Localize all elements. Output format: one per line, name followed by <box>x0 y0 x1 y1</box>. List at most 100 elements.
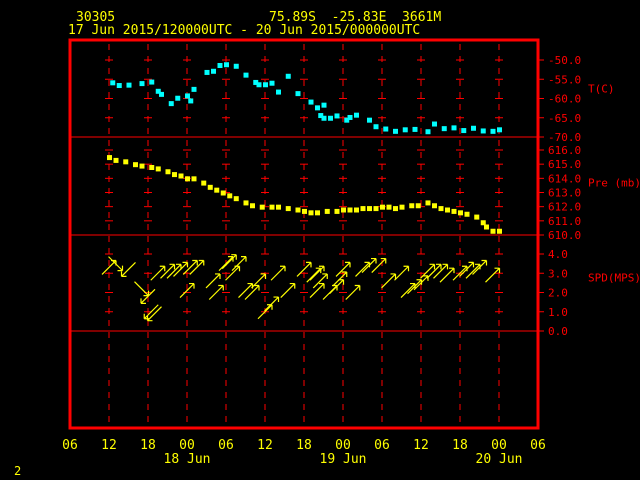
pressure-point <box>155 166 161 172</box>
temperature-point <box>253 79 259 85</box>
pressure-point <box>438 206 444 212</box>
temperature-point <box>432 121 437 127</box>
pressure-point <box>139 163 145 169</box>
x-tick-label: 06 <box>374 438 390 453</box>
wind-arrow <box>439 267 455 283</box>
temperature-point <box>412 126 418 132</box>
pressure-point <box>360 206 366 212</box>
pressure-point <box>172 172 177 178</box>
wind-arrow <box>433 263 449 279</box>
y-tick-label: 611.0 <box>548 215 581 228</box>
y-tick-label: -70.0 <box>548 131 581 144</box>
y-tick-label: -60.0 <box>548 93 581 106</box>
temperature-point <box>110 80 116 86</box>
pressure-point <box>276 204 281 210</box>
temperature-point <box>295 91 301 97</box>
temperature-point <box>175 95 181 101</box>
temperature-point <box>204 69 210 75</box>
pressure-point <box>269 204 275 210</box>
wind-arrow <box>205 273 221 289</box>
wind-arrow <box>400 282 416 298</box>
temperature-point <box>126 82 132 88</box>
temperature-point <box>383 126 389 132</box>
pressure-point <box>386 204 392 210</box>
pressure-point <box>464 211 470 217</box>
pressure-point <box>393 206 398 212</box>
page-number: 2 <box>14 464 22 478</box>
temperature-point <box>451 125 457 131</box>
wind-arrow <box>306 267 322 283</box>
pressure-point <box>123 159 129 165</box>
pressure-point <box>178 173 184 179</box>
pressure-point <box>285 206 291 212</box>
wind-arrow <box>146 306 162 322</box>
y-tick-label: -65.0 <box>548 112 581 125</box>
pressure-point <box>367 206 372 212</box>
wind-arrow <box>264 296 280 312</box>
x-tick-label: 00 <box>491 438 507 453</box>
temperature-point <box>185 93 190 99</box>
pressure-point <box>227 193 233 199</box>
pressure-point <box>191 176 197 182</box>
y-tick-label: 0.0 <box>548 325 568 338</box>
temperature-point <box>367 117 372 123</box>
pressure-point <box>243 200 249 206</box>
temperature-point <box>402 127 408 133</box>
x-tick-label: 12 <box>413 438 429 453</box>
wind-arrow <box>150 265 166 281</box>
pressure-point <box>425 200 431 206</box>
temperature-point <box>344 117 350 123</box>
wind-arrow <box>381 273 397 289</box>
pressure-point <box>399 204 405 210</box>
wind-arrow <box>134 281 150 297</box>
temperature-point <box>159 91 164 97</box>
pressure-point <box>415 203 421 209</box>
wind-arrow <box>189 259 205 275</box>
temperature-point <box>188 98 194 104</box>
y-tick-label: 613.0 <box>548 187 581 200</box>
pressure-point <box>409 203 415 209</box>
wind-arrow <box>472 259 488 275</box>
pressure-point <box>347 207 353 213</box>
pressure-point <box>259 204 265 210</box>
wind-arrow <box>312 273 328 289</box>
x-tick-label: 00 <box>335 438 351 453</box>
x-date-label: 18 Jun <box>164 452 211 467</box>
wind-arrow <box>238 282 254 298</box>
temperature-point <box>168 101 174 107</box>
temperature-point <box>321 102 327 108</box>
wind-arrow <box>309 265 325 281</box>
pressure-point <box>315 210 320 216</box>
wind-arrow <box>394 265 410 281</box>
pressure-point <box>458 210 463 216</box>
wind-arrow <box>296 261 312 277</box>
temperature-point <box>497 127 502 133</box>
pressure-point <box>220 190 226 196</box>
temperature-point <box>155 88 161 94</box>
pressure-point <box>165 169 171 175</box>
pressure-point <box>149 165 155 170</box>
temperature-point <box>393 128 398 134</box>
y-tick-label: 614.0 <box>548 172 581 185</box>
x-tick-label: 18 <box>140 438 156 453</box>
wind-arrow <box>257 304 273 320</box>
temperature-point <box>441 126 447 132</box>
wind-arrow <box>420 263 436 279</box>
x-tick-label: 06 <box>530 438 546 453</box>
wind-arrow <box>143 304 159 320</box>
pressure-point <box>295 207 301 213</box>
temperature-point <box>461 128 467 134</box>
x-date-label: 19 Jun <box>320 452 367 467</box>
header-station: 30305 <box>76 10 116 25</box>
wind-arrow <box>173 261 189 277</box>
wind-arrow <box>108 256 124 272</box>
pressure-point <box>497 228 502 234</box>
temperature-point <box>321 115 327 121</box>
wind-arrow <box>361 257 377 273</box>
wind-arrow <box>231 256 247 272</box>
pressure-point <box>207 184 213 190</box>
wind-arrow <box>251 273 267 289</box>
temperature-point <box>276 89 281 95</box>
x-date-label: 20 Jun <box>476 452 523 467</box>
